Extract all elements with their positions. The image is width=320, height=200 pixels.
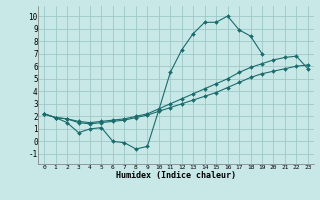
- X-axis label: Humidex (Indice chaleur): Humidex (Indice chaleur): [116, 171, 236, 180]
